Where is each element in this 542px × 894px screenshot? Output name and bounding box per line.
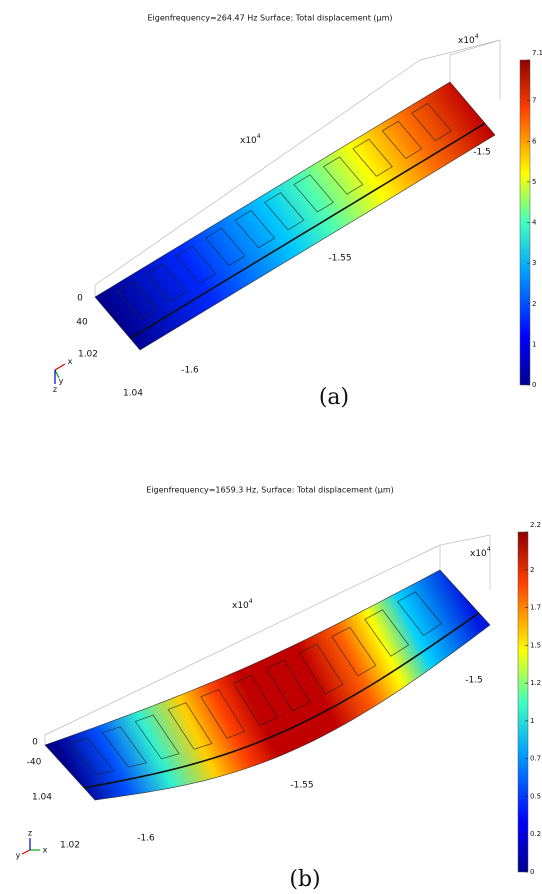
scale-factor: x104	[470, 546, 491, 559]
axis-label: -1.6	[181, 366, 199, 376]
triad-label: z	[53, 385, 57, 394]
panel: Eigenfrequency=264.47 Hz Surface: Total …	[53, 14, 542, 411]
triad-label: z	[28, 829, 32, 838]
scale-exponent: 4	[249, 598, 253, 605]
plot-title: Eigenfrequency=264.47 Hz Surface: Total …	[148, 14, 393, 23]
axis-label: 0	[77, 294, 83, 304]
colorbar-tick-label: 4	[532, 219, 537, 227]
scale-base: x10	[470, 549, 487, 559]
triad-axis	[55, 364, 65, 370]
colorbar-tick-label: 0.2	[530, 830, 541, 838]
scale-exponent: 4	[257, 133, 261, 140]
axis-label: 1.04	[123, 389, 143, 399]
scale-base: x10	[232, 601, 249, 611]
axis-label: 0	[32, 738, 38, 748]
scale-factor: x104	[232, 598, 253, 611]
triad-label: x	[68, 357, 73, 366]
colorbar-tick-label: 2.2	[530, 521, 541, 529]
axis-label: 1.04	[32, 793, 52, 803]
scale-factor: x104	[240, 133, 261, 146]
panel-label: (b)	[289, 867, 320, 890]
axis-label: -1.55	[290, 781, 313, 791]
colorbar-tick-label: 6	[532, 137, 537, 145]
axis-label: -40	[27, 758, 42, 768]
scale-base: x10	[240, 136, 257, 146]
colorbar-tick-label: 7.15	[532, 49, 542, 57]
colorbar-tick-label: 3	[532, 259, 536, 267]
panel-label: (a)	[319, 385, 349, 410]
colorbar-tick-label: 1.5	[530, 641, 541, 649]
triad-label: x	[43, 846, 48, 855]
triad-axis	[22, 850, 30, 854]
beam-surface	[95, 82, 495, 350]
axis-label: -1.5	[465, 676, 483, 686]
triad-label: y	[59, 377, 64, 386]
colorbar-tick-label: 5	[532, 178, 536, 186]
scale-exponent: 4	[487, 546, 491, 553]
beam-rail	[130, 123, 485, 338]
scale-exponent: 4	[475, 33, 479, 40]
axis-label: 1.02	[60, 841, 80, 851]
scale-factor: x104	[458, 33, 479, 46]
axis-label: -1.5	[473, 148, 491, 158]
axis-label: -1.6	[137, 834, 155, 844]
colorbar-tick-label: 1.2	[530, 679, 541, 687]
colorbar-tick-label: 0	[530, 868, 534, 876]
figure: Eigenfrequency=264.47 Hz Surface: Total …	[0, 0, 542, 890]
colorbar-tick-label: 1	[530, 717, 534, 725]
colorbar-tick-label: 2	[532, 300, 536, 308]
colorbar	[518, 532, 528, 872]
panel: Eigenfrequency=1659.3 Hz, Surface: Total…	[16, 486, 542, 891]
colorbar-tick-label: 1.7	[530, 604, 541, 612]
colorbar-tick-label: 0.7	[530, 755, 541, 763]
axis-label: -1.55	[328, 254, 351, 264]
scale-base: x10	[458, 36, 475, 46]
axis-label: 40	[76, 318, 88, 328]
plot-title: Eigenfrequency=1659.3 Hz, Surface: Total…	[146, 486, 394, 495]
colorbar-tick-label: 1	[532, 340, 536, 348]
colorbar-tick-label: 2	[530, 566, 534, 574]
colorbar-tick-label: 0.5	[530, 792, 541, 800]
colorbar-tick-label: 0	[532, 381, 536, 389]
axis-label: 1.02	[78, 350, 98, 360]
colorbar-tick-label: 7	[532, 97, 536, 105]
triad-label: y	[16, 851, 21, 860]
beam-surface	[45, 570, 490, 800]
